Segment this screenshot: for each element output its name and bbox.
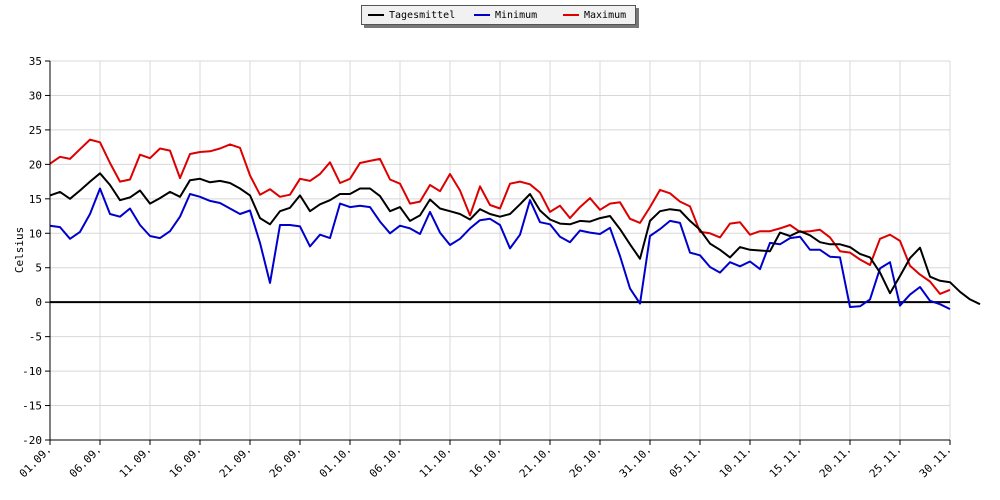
x-tick-label: 06.10.: [367, 443, 404, 480]
series-line-tagesmittel: [49, 172, 981, 306]
y-tick-label: 25: [29, 124, 42, 137]
y-tick-label: -15: [22, 400, 42, 413]
y-tick-label: -5: [29, 331, 42, 344]
legend: Tagesmittel Minimum Maximum: [361, 5, 636, 25]
x-tick-label: 16.10.: [467, 443, 504, 480]
y-tick-label: -20: [22, 434, 42, 447]
x-tick-label: 21.10.: [517, 443, 554, 480]
y-tick-label: 15: [29, 193, 42, 206]
legend-swatch-red: [563, 14, 579, 16]
legend-label: Minimum: [495, 9, 538, 21]
legend-item-tagesmittel: Tagesmittel: [368, 6, 455, 24]
x-tick-label: 30.11.: [917, 443, 954, 480]
x-tick-label: 16.09.: [167, 443, 204, 480]
y-axis-label: Celsius: [13, 227, 26, 273]
legend-label: Tagesmittel: [389, 9, 456, 21]
y-tick-label: 0: [35, 296, 42, 309]
y-tick-label: 5: [35, 262, 42, 275]
y-axis-ticks: 35 30 25 20 15 10 5 0 -5 -10 -15 -20: [22, 55, 50, 447]
x-tick-label: 11.09.: [117, 443, 154, 480]
legend-label: Maximum: [584, 9, 627, 21]
y-tick-label: 35: [29, 55, 42, 68]
series-line-minimum: [49, 187, 951, 310]
legend-item-maximum: Maximum: [563, 6, 626, 24]
x-axis-ticks: 01.09. 06.09. 11.09. 16.09. 21.09. 26.09. 01.1…: [17, 440, 954, 480]
legend-item-minimum: Minimum: [474, 6, 537, 24]
x-tick-label: 01.10.: [317, 443, 354, 480]
x-tick-label: 10.11.: [717, 443, 754, 480]
x-tick-label: 20.11.: [817, 443, 854, 480]
legend-swatch-black: [368, 14, 384, 16]
x-tick-label: 26.09.: [267, 443, 304, 480]
x-tick-label: 11.10.: [417, 443, 454, 480]
x-tick-label: 25.11.: [867, 443, 904, 480]
x-tick-label: 01.09.: [17, 443, 54, 480]
legend-swatch-blue: [474, 14, 490, 16]
y-tick-label: 10: [29, 227, 42, 240]
x-tick-label: 05.11.: [667, 443, 704, 480]
series-layer: [49, 138, 981, 310]
x-tick-label: 26.10.: [567, 443, 604, 480]
y-tick-label: 20: [29, 158, 42, 171]
y-tick-label: 30: [29, 89, 42, 102]
x-tick-label: 21.09.: [217, 443, 254, 480]
x-tick-label: 06.09.: [67, 443, 104, 480]
x-tick-label: 31.10.: [617, 443, 654, 480]
y-tick-label: -10: [22, 365, 42, 378]
x-tick-label: 15.11.: [767, 443, 804, 480]
